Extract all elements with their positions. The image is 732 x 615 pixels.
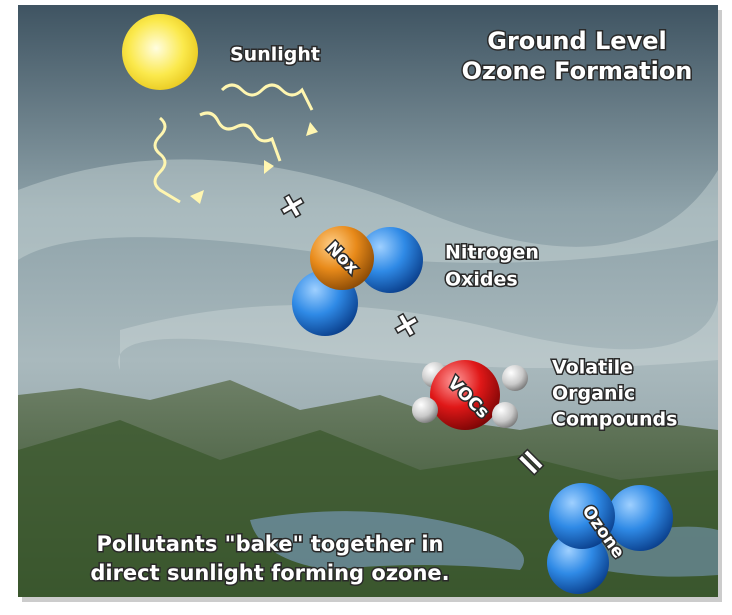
molecule-name: Compounds bbox=[552, 409, 677, 431]
molecule-name: Nitrogen bbox=[445, 242, 539, 264]
lake bbox=[250, 511, 524, 570]
ray bbox=[220, 83, 314, 111]
ozone-molecule: Ozone bbox=[547, 483, 673, 594]
caption: direct sunlight forming ozone. bbox=[90, 561, 449, 585]
atom bbox=[310, 226, 374, 290]
sunlight-label: Sunlight bbox=[230, 44, 320, 66]
title: Ground Level bbox=[487, 27, 666, 55]
voc-molecule: VOCs bbox=[412, 360, 528, 430]
atom bbox=[412, 397, 438, 423]
cloud bbox=[118, 300, 718, 370]
molecule-name: Oxides bbox=[445, 269, 518, 291]
cloud bbox=[18, 159, 718, 263]
nox-molecule: Nox bbox=[292, 226, 423, 336]
sun bbox=[122, 14, 198, 90]
title: Ozone Formation bbox=[462, 57, 693, 85]
sun-rays bbox=[153, 83, 314, 204]
atom bbox=[547, 532, 609, 594]
scene bbox=[18, 5, 718, 597]
atom bbox=[357, 227, 423, 293]
atom bbox=[430, 360, 500, 430]
atom bbox=[502, 365, 528, 391]
atom bbox=[549, 483, 615, 549]
molecule-name: Organic bbox=[552, 383, 635, 405]
molecule-name: Volatile bbox=[552, 357, 633, 379]
caption: Pollutants "bake" together in bbox=[96, 532, 443, 556]
ray bbox=[153, 116, 181, 204]
atom bbox=[492, 402, 518, 428]
mountains bbox=[18, 420, 718, 597]
ray bbox=[199, 111, 282, 162]
atom bbox=[607, 485, 673, 551]
